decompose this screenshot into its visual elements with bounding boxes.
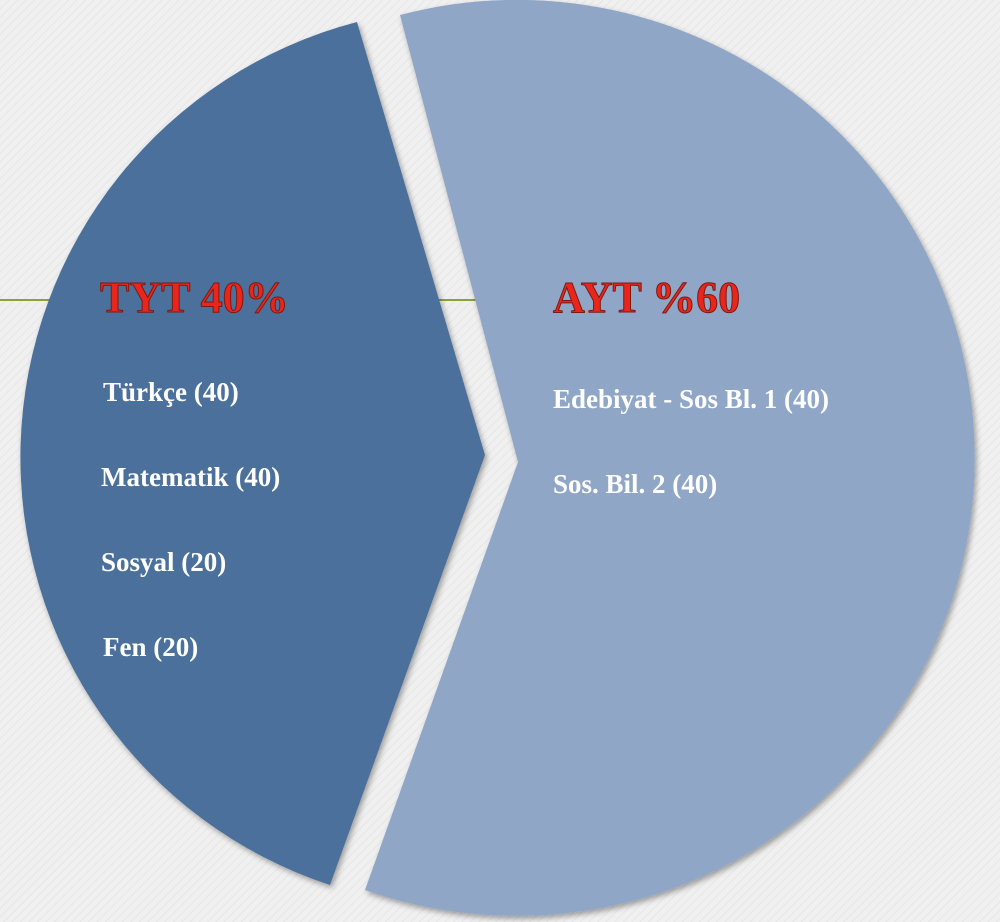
segment-item: Fen (20): [103, 632, 198, 662]
segment-item: Sos. Bil. 2 (40): [553, 469, 717, 499]
segment-title: TYT 40%: [100, 273, 289, 322]
segment-item: Türkçe (40): [103, 377, 239, 407]
segment-item: Sosyal (20): [101, 547, 226, 577]
ayt-segment: [365, 0, 975, 916]
segment-title: AYT %60: [553, 273, 740, 322]
tyt-segment: [20, 22, 486, 885]
segment-item: Matematik (40): [101, 462, 280, 492]
segment-item: Edebiyat - Sos Bl. 1 (40): [553, 384, 829, 414]
